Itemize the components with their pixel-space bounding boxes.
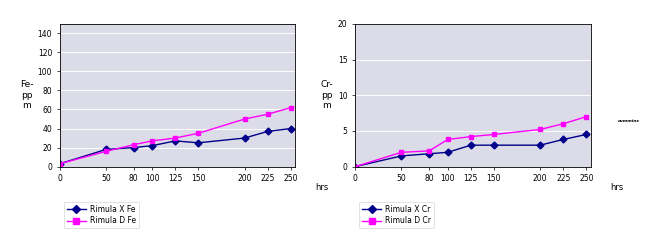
Text: hrs: hrs bbox=[315, 183, 328, 192]
Text: hrs: hrs bbox=[610, 183, 623, 192]
Polygon shape bbox=[604, 60, 651, 183]
Y-axis label: Fe-
pp
m: Fe- pp m bbox=[20, 80, 33, 110]
Text: ®: ® bbox=[655, 141, 661, 146]
Text: CCEC: CCEC bbox=[615, 207, 643, 217]
Y-axis label: Cr-
pp
m: Cr- pp m bbox=[321, 80, 333, 110]
Text: cummins: cummins bbox=[618, 119, 640, 124]
Legend: Rimula X Fe, Rimula D Fe: Rimula X Fe, Rimula D Fe bbox=[64, 202, 139, 228]
Legend: Rimula X Cr, Rimula D Cr: Rimula X Cr, Rimula D Cr bbox=[359, 202, 434, 228]
